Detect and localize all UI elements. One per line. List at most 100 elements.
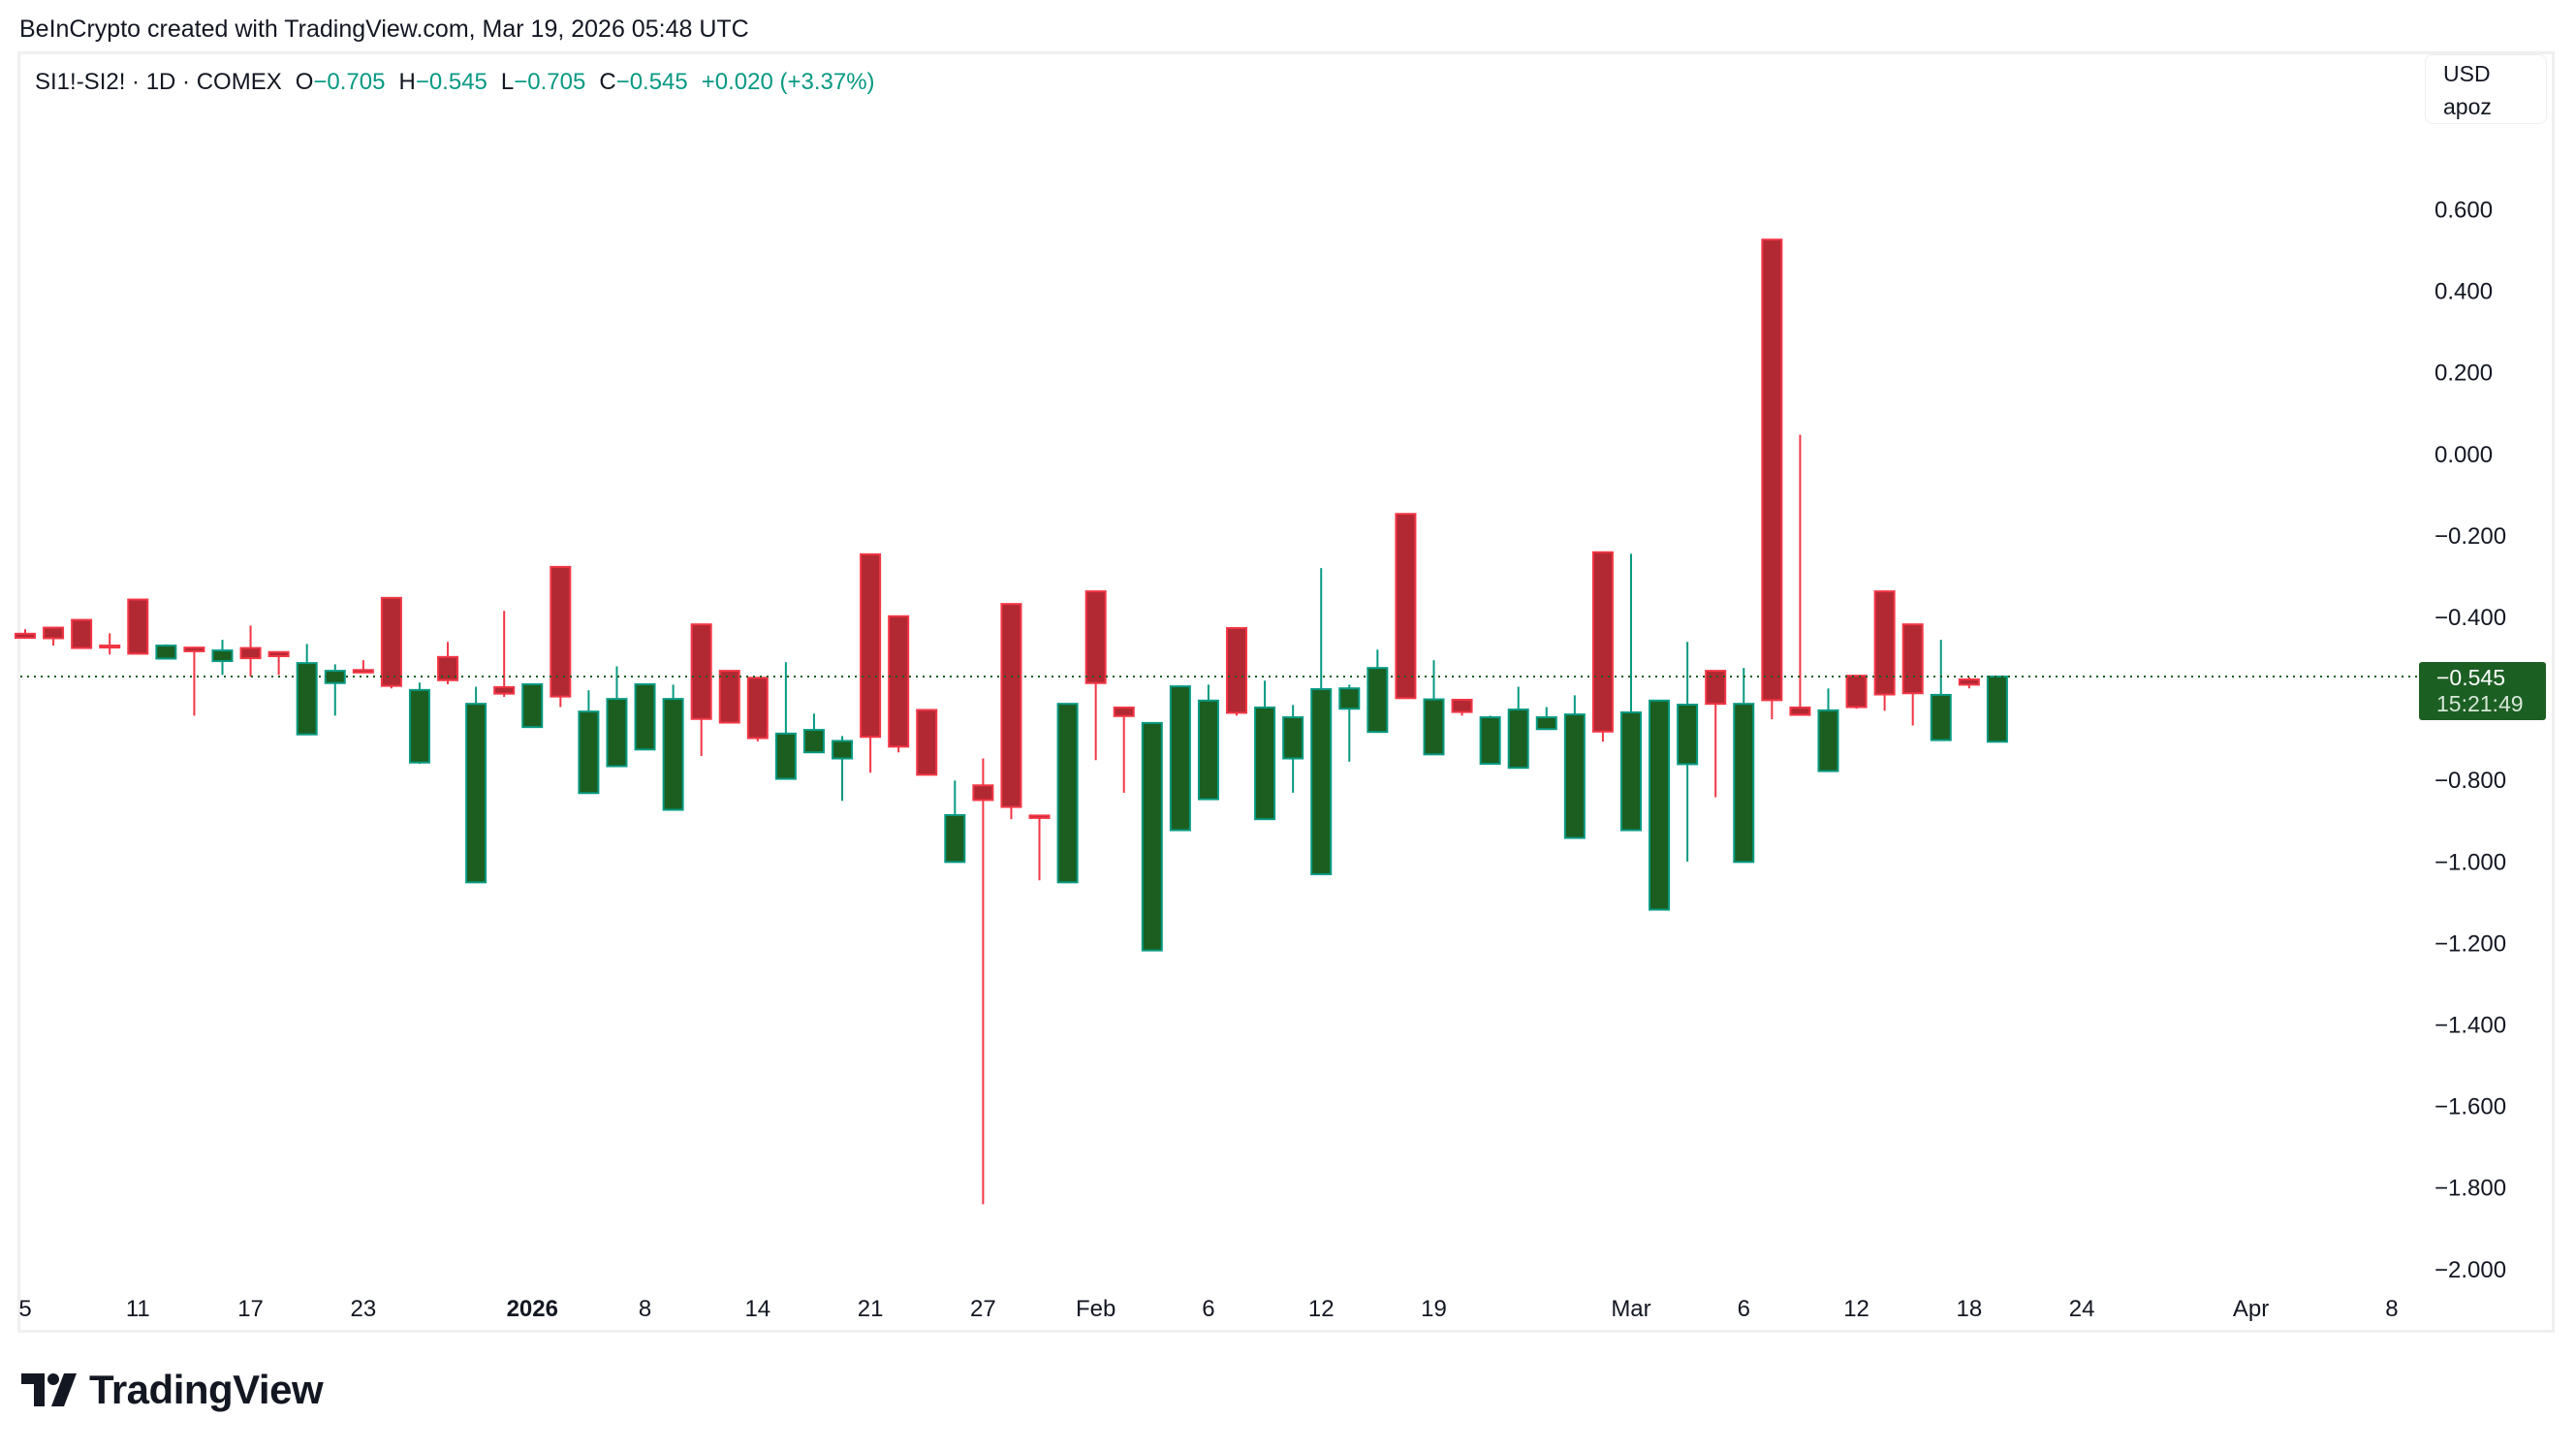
candle-down [493, 611, 516, 698]
candle-body [1084, 590, 1107, 684]
candle-body [43, 626, 65, 640]
candle-body [296, 662, 318, 736]
candle-body [155, 645, 177, 660]
change-value: +0.020 (+3.37%) [701, 69, 875, 95]
candle-body [239, 646, 262, 660]
bar-countdown: 15:21:49 [2436, 691, 2524, 716]
candle-body [267, 650, 290, 657]
candle-body [1619, 711, 1642, 832]
time-tick-label: 23 [350, 1296, 376, 1322]
candle-body [465, 703, 487, 884]
candle-body [521, 682, 544, 729]
price-tick-label: 0.600 [2435, 198, 2493, 224]
candle-up [1733, 668, 1755, 864]
last-price-badge: −0.545 15:21:49 [2419, 662, 2546, 720]
candle-up [521, 682, 544, 729]
price-tick-label: −1.400 [2435, 1013, 2506, 1039]
candle-down [972, 758, 994, 1205]
candle-body [1901, 623, 1924, 695]
candle-up [1535, 707, 1557, 731]
candle-down [1028, 814, 1051, 881]
candle-up [1056, 703, 1079, 884]
time-tick-label: 21 [858, 1296, 884, 1322]
tradingview-logo[interactable]: TradingView [21, 1367, 324, 1413]
time-tick-label: 5 [18, 1296, 31, 1322]
currency-unit-selector[interactable]: USD apoz [2425, 54, 2547, 124]
candle-body [774, 732, 797, 780]
candle-down [690, 623, 712, 756]
candle-down [380, 596, 402, 689]
low-value: −0.705 [514, 69, 586, 95]
candle-body [944, 813, 966, 864]
time-tick-label: Apr [2233, 1296, 2269, 1322]
candles-layer [15, 238, 2008, 1205]
time-tick-label: 6 [1202, 1296, 1214, 1322]
candle-body [380, 596, 402, 687]
candle-up [578, 690, 600, 795]
candle-down [550, 565, 572, 708]
time-tick-label: 8 [2385, 1296, 2398, 1322]
price-tick-label: −0.400 [2435, 605, 2506, 631]
time-tick-label: 17 [237, 1296, 264, 1322]
candle-body [1056, 703, 1079, 884]
candle-body [1028, 814, 1051, 819]
candle-down [718, 670, 740, 724]
candle-body [183, 646, 205, 652]
candle-down [1789, 434, 1811, 716]
candle-body [1761, 238, 1783, 702]
candle-up [1367, 649, 1389, 734]
candle-body [408, 688, 430, 764]
candle-body [888, 615, 910, 748]
candle-down [1226, 626, 1248, 716]
price-tick-label: −1.200 [2435, 930, 2506, 957]
time-axis[interactable]: 5 11 17 23 2026 8 14 21 27 Feb 6 12 19 Mar 6 12 18 24 Apr 8 [18, 1296, 2398, 1322]
price-axis[interactable]: 0.600 0.400 0.200 0.000 −0.200 −0.400 −0.800 −1… [2435, 198, 2506, 1283]
time-tick-label: Feb [1076, 1296, 1115, 1322]
candle-down [127, 598, 149, 655]
time-tick-label: 6 [1738, 1296, 1750, 1322]
candle-down [746, 677, 769, 741]
candle-up [774, 662, 797, 780]
tradingview-logo-icon [21, 1373, 77, 1406]
candle-down [99, 633, 121, 655]
candle-body [1141, 721, 1163, 952]
candle-body [99, 645, 121, 649]
candle-down [1761, 238, 1783, 720]
price-tick-label: 0.000 [2435, 442, 2493, 468]
unit-label: apoz [2443, 94, 2492, 119]
price-tick-label: −0.800 [2435, 768, 2506, 794]
candle-up [944, 780, 966, 864]
candle-down [71, 618, 93, 649]
candle-body [1535, 716, 1557, 731]
candle-body [718, 670, 740, 724]
candle-body [690, 623, 712, 720]
close-value: −0.545 [615, 69, 688, 95]
candle-body [437, 655, 459, 681]
candle-body [1817, 709, 1839, 772]
candle-up [1169, 685, 1191, 832]
candle-down [239, 625, 262, 677]
candle-down [352, 660, 374, 674]
time-tick-label: 8 [639, 1296, 651, 1322]
candle-down [916, 709, 938, 776]
high-label: H [398, 69, 416, 95]
candle-down [1084, 590, 1107, 761]
price-tick-label: 0.400 [2435, 279, 2493, 305]
high-value: −0.545 [415, 69, 487, 95]
candle-down [437, 642, 459, 684]
candle-up [211, 640, 234, 676]
candle-down [1591, 551, 1614, 742]
candle-up [662, 684, 684, 811]
time-tick-label: 12 [1843, 1296, 1869, 1322]
time-tick-label: 19 [1421, 1296, 1447, 1322]
candle-body [634, 682, 656, 751]
candle-body [1479, 716, 1501, 765]
candle-body [578, 710, 600, 795]
candle-body [1507, 709, 1529, 770]
candle-body [1733, 703, 1755, 864]
candle-body [324, 670, 346, 684]
candle-body [1958, 678, 1980, 686]
candle-body [972, 784, 994, 802]
candle-body [1000, 603, 1022, 808]
